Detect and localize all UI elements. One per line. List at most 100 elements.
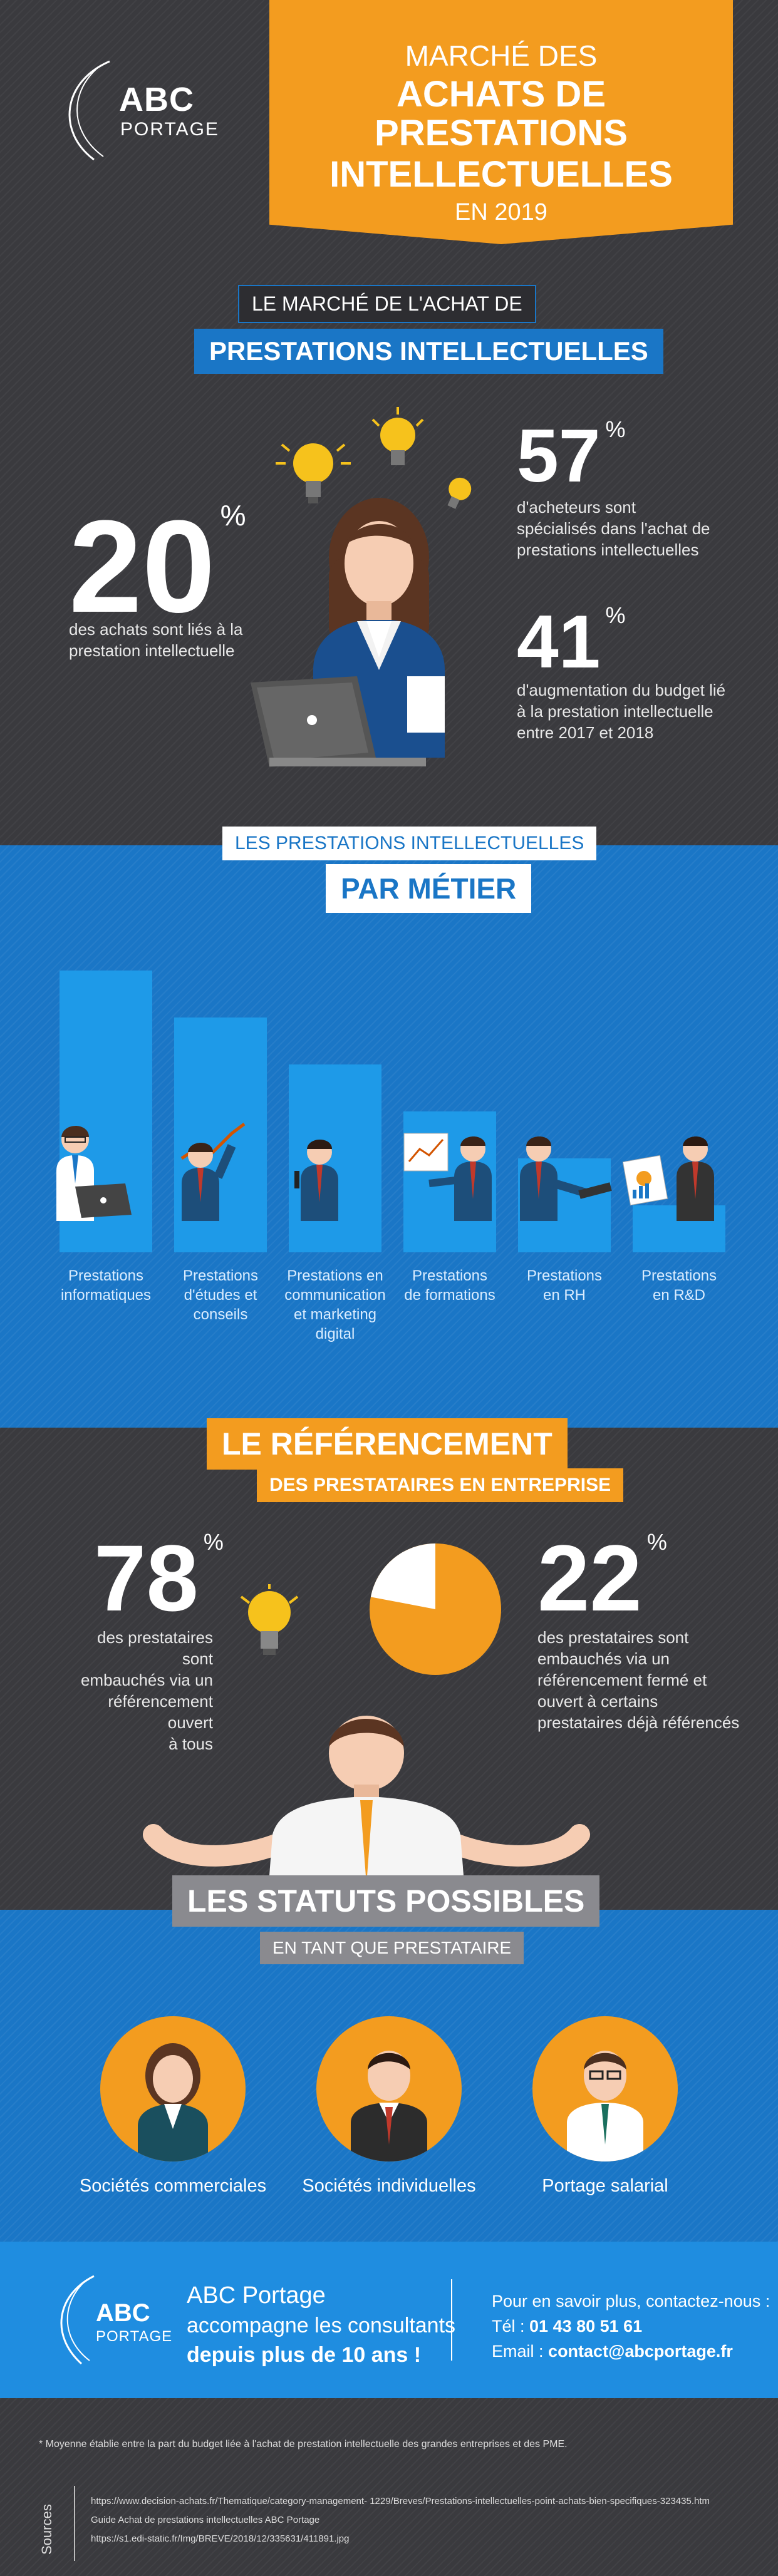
- stat-41-value: 41%: [517, 604, 626, 680]
- stat-57-desc-line1: d'acheteurs sont: [517, 498, 636, 517]
- source-link-1[interactable]: https://www.decision-achats.fr/Thematiqu…: [91, 2496, 710, 2506]
- stat-41-desc-line2: à la prestation intellectuelle: [517, 702, 713, 721]
- metier-bar-label-line: Prestations: [182, 1267, 259, 1284]
- market-tag-small: LE MARCHÉ DE L'ACHAT DE: [238, 285, 536, 323]
- status-label-portage: Portage salarial: [542, 2176, 668, 2196]
- hr-handshake-icon: [520, 1136, 612, 1221]
- status-avatar-individuelles: [316, 2016, 462, 2161]
- stat-20-desc-line1: des achats sont liés à la: [69, 620, 243, 639]
- statuts-section: LES STATUTS POSSIBLES EN TANT QUE PRESTA…: [0, 1875, 778, 2242]
- footer-company: ABC Portage: [187, 2282, 326, 2309]
- stat-78-desc: des prestataires sont embauchés via un r…: [69, 1627, 213, 1754]
- metier-bar-label-line: informatiques: [60, 1287, 152, 1304]
- sources-divider: [74, 2486, 75, 2561]
- stat-78-desc-line3: référencement ouvert: [108, 1692, 213, 1732]
- email-label: Email :: [492, 2342, 544, 2361]
- tel-label: Tél :: [492, 2317, 525, 2336]
- metier-bar-label: Prestations en R&D: [626, 1266, 732, 1305]
- lightbulb-icon: [240, 1584, 299, 1655]
- stat-57-desc-line3: prestations intellectuelles: [517, 540, 699, 559]
- tel-value[interactable]: 01 43 80 51 61: [529, 2317, 643, 2336]
- sources-section: * Moyenne établie entre la part du budge…: [0, 2398, 778, 2576]
- pie-slice-closed: [370, 1543, 435, 1609]
- source-link-3[interactable]: https://s1.edi-static.fr/Img/BREVE/2018/…: [91, 2533, 350, 2544]
- contact-tel[interactable]: Tél : 01 43 80 51 61: [492, 2317, 642, 2336]
- referencement-pie-chart: [370, 1543, 501, 1675]
- stat-41-number: 41: [517, 600, 601, 684]
- it-consultant-icon: [56, 1126, 132, 1221]
- woman-laptop-illustration: [251, 407, 489, 770]
- stat-20-number: 20: [69, 493, 215, 640]
- stat-20-desc: des achats sont liés à la prestation int…: [69, 619, 243, 661]
- logo-abc-text: ABC: [119, 81, 194, 118]
- stat-41-desc-line1: d'augmentation du budget lié: [517, 681, 726, 699]
- metier-bar-label-line: communication: [284, 1287, 386, 1304]
- footer-tagline-bold: depuis plus de 10 ans !: [187, 2343, 422, 2367]
- logo-swoosh-icon: [60, 2275, 95, 2365]
- professionals-illustrations: [56, 1123, 714, 1221]
- stat-22-desc-line2: embauchés via un: [537, 1649, 670, 1668]
- lightbulb-icon: [276, 443, 351, 503]
- stat-78-value: 78%: [94, 1531, 224, 1625]
- stat-22-desc-line1: des prestataires sont: [537, 1628, 689, 1647]
- footnote: * Moyenne établie entre la part du budge…: [39, 2439, 568, 2450]
- metier-section: LES PRESTATIONS INTELLECTUELLES PAR MÉTI…: [0, 827, 778, 1428]
- statuts-tag-small: EN TANT QUE PRESTATAIRE: [260, 1932, 524, 1964]
- metier-bar-label: Prestations d'études et conseils: [167, 1266, 274, 1324]
- source-link-2: Guide Achat de prestations intellectuell…: [91, 2515, 320, 2525]
- marketing-speaker-icon: [294, 1140, 338, 1221]
- consulting-growth-icon: [180, 1123, 246, 1221]
- title-line-4: EN 2019: [455, 199, 547, 225]
- metier-bar-label-line: et marketing: [293, 1306, 377, 1323]
- metier-bar-label-line: de formations: [404, 1287, 495, 1304]
- stat-57-desc-line2: spécialisés dans l'achat de: [517, 519, 710, 538]
- stat-78-desc-line2: embauchés via un: [80, 1671, 213, 1689]
- stat-78-desc-line4: à tous: [169, 1734, 213, 1753]
- contact-intro: Pour en savoir plus, contactez-nous :: [492, 2292, 770, 2311]
- metier-bar-label-line: d'études et: [184, 1287, 257, 1304]
- metier-bar-label-line: Prestations: [526, 1267, 603, 1284]
- footer-logo[interactable]: ABC PORTAGE: [47, 2273, 185, 2367]
- metier-tag-big: PAR MÉTIER: [326, 864, 532, 913]
- contact-email[interactable]: Email : contact@abcportage.fr: [492, 2342, 733, 2361]
- consultant-glasses-icon: [567, 2051, 643, 2161]
- metier-bar-label: Prestations en communication et marketing d…: [282, 1266, 388, 1344]
- abc-portage-logo[interactable]: ABC PORTAGE: [50, 56, 238, 163]
- statuts-tag-big: LES STATUTS POSSIBLES: [172, 1875, 600, 1927]
- metier-bar-label-line: Prestations: [68, 1267, 144, 1284]
- logo-portage-text: PORTAGE: [120, 119, 219, 140]
- footer-logo-abc: ABC: [96, 2299, 150, 2327]
- businesswoman-icon: [138, 2043, 208, 2161]
- footer-tagline: accompagne les consultants: [187, 2314, 456, 2337]
- metier-bar-label-line: Prestations: [641, 1267, 717, 1284]
- sources-list: https://www.decision-achats.fr/Thematiqu…: [91, 2492, 710, 2548]
- metier-bar-label-line: en RH: [542, 1287, 586, 1304]
- status-label-commerciales: Sociétés commerciales: [79, 2176, 267, 2196]
- stat-20-value: 20%: [69, 501, 246, 632]
- title-line-2: ACHATS DE PRESTATIONS: [375, 74, 628, 153]
- referencement-tag-small: DES PRESTATAIRES EN ENTREPRISE: [257, 1468, 624, 1502]
- training-board-icon: [403, 1133, 492, 1221]
- stat-41-desc-line3: entre 2017 et 2018: [517, 723, 654, 742]
- status-label-individuelles: Sociétés individuelles: [302, 2176, 476, 2196]
- footer-logo-portage: PORTAGE: [96, 2328, 173, 2345]
- status-avatar-commerciales: [100, 2016, 246, 2161]
- page-title-banner: MARCHÉ DES ACHATS DE PRESTATIONS INTELLE…: [269, 0, 733, 244]
- referencement-tag-big: LE RÉFÉRENCEMENT: [207, 1418, 568, 1470]
- stat-78-desc-line1: des prestataires sont: [97, 1628, 213, 1668]
- stat-20-pct: %: [220, 499, 246, 532]
- sources-label-wrap: Sources: [39, 2504, 58, 2555]
- sources-label: Sources: [39, 2504, 54, 2555]
- metier-bar-label: Prestations de formations: [397, 1266, 503, 1305]
- status-avatar-portage: [532, 2016, 678, 2161]
- metier-bar-label-line: Prestations: [412, 1267, 488, 1284]
- footer-divider: [451, 2279, 452, 2361]
- stat-22-pct: %: [646, 1529, 667, 1555]
- title-line-3: INTELLECTUELLES: [329, 154, 673, 195]
- stat-41-desc: d'augmentation du budget lié à la presta…: [517, 679, 725, 743]
- stat-22-desc-line4: ouvert à certains: [537, 1692, 658, 1711]
- logo-swoosh-icon: [68, 60, 110, 161]
- email-value[interactable]: contact@abcportage.fr: [548, 2342, 733, 2361]
- businessman-icon: [351, 2051, 427, 2161]
- referencement-section: LE RÉFÉRENCEMENT DES PRESTATAIRES EN ENT…: [0, 1418, 778, 1916]
